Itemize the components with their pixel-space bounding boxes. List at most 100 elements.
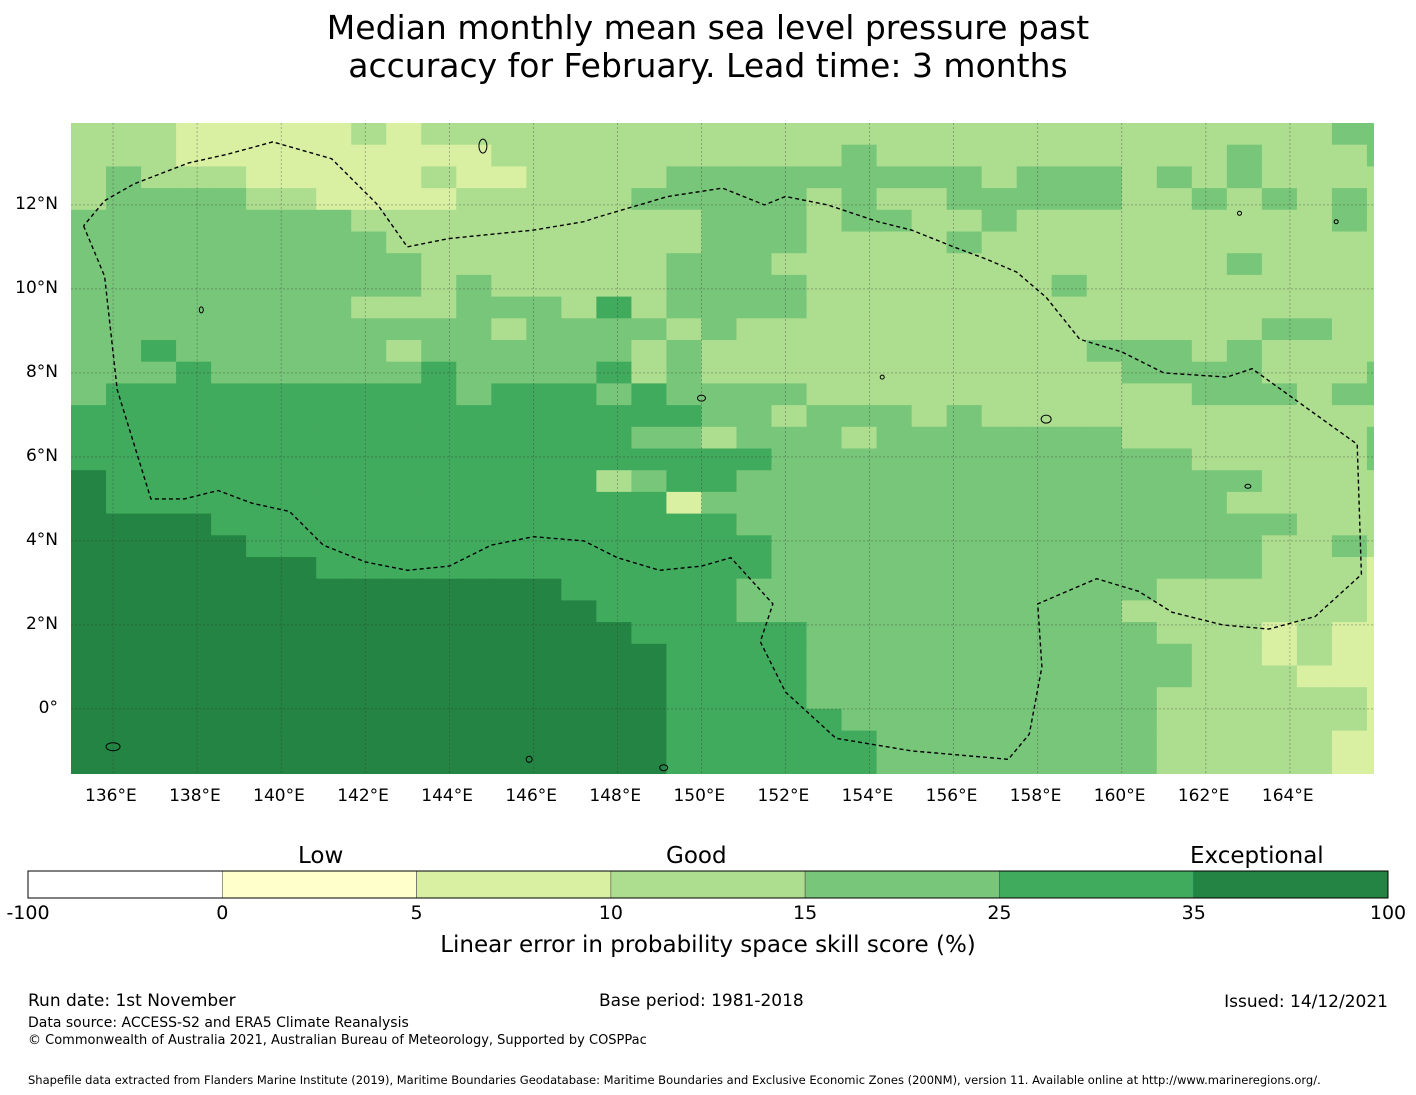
- skill-cell: [106, 752, 142, 774]
- skill-cell: [71, 340, 107, 363]
- skill-cell: [351, 231, 387, 254]
- skill-cell: [736, 318, 773, 341]
- latitude-tick-label: 6°N: [25, 445, 58, 466]
- skill-cell: [1086, 405, 1123, 428]
- skill-cell: [561, 448, 597, 471]
- skill-cell: [1296, 144, 1333, 167]
- skill-cell: [596, 687, 633, 710]
- skill-cell: [736, 188, 773, 211]
- skill-cell: [806, 643, 843, 667]
- skill-cell: [456, 557, 492, 580]
- skill-cell: [106, 231, 142, 254]
- skill-cell: [771, 730, 808, 753]
- skill-cell: [1156, 166, 1193, 189]
- colorbar-tick-label: 0: [216, 902, 229, 924]
- skill-cell: [666, 231, 703, 254]
- skill-cell: [1086, 340, 1123, 363]
- skill-cell: [771, 296, 808, 319]
- skill-cell: [561, 687, 597, 710]
- skill-cell: [1191, 144, 1228, 167]
- skill-cell: [1016, 491, 1053, 515]
- skill-cell: [421, 687, 457, 710]
- skill-cell: [1121, 123, 1158, 146]
- skill-cell: [1051, 600, 1088, 623]
- skill-cell: [491, 470, 527, 493]
- skill-cell: [246, 144, 282, 167]
- skill-cell: [421, 513, 457, 536]
- skill-cell: [351, 600, 387, 623]
- skill-cell: [141, 535, 177, 558]
- skill-cell: [1366, 622, 1374, 645]
- skill-cell: [946, 123, 983, 146]
- skill-cell: [1226, 188, 1263, 211]
- skill-cell: [771, 665, 808, 688]
- skill-cell: [71, 144, 107, 167]
- skill-cell: [246, 253, 282, 276]
- skill-cell: [631, 622, 668, 645]
- skill-cell: [71, 296, 107, 319]
- longitude-tick-label: 138°E: [169, 786, 221, 806]
- skill-cell: [1226, 123, 1263, 146]
- skill-cell: [1156, 665, 1193, 688]
- skill-cell: [1331, 166, 1368, 189]
- skill-cell: [246, 665, 282, 688]
- skill-cell: [1296, 188, 1333, 211]
- skill-cell: [631, 600, 668, 623]
- skill-cell: [491, 405, 527, 428]
- skill-cell: [561, 426, 597, 450]
- skill-cell: [911, 470, 948, 493]
- skill-cell: [701, 144, 738, 167]
- skill-cell: [946, 144, 983, 167]
- skill-cell: [596, 383, 633, 406]
- skill-cell: [701, 340, 738, 363]
- skill-cell: [736, 752, 773, 774]
- issued-date: Issued: 14/12/2021: [1224, 992, 1388, 1012]
- island-outline: [696, 394, 706, 402]
- skill-cell: [946, 622, 983, 645]
- skill-cell: [421, 296, 457, 319]
- skill-cell: [71, 188, 107, 211]
- skill-cell: [246, 188, 282, 211]
- skill-cell: [771, 426, 808, 450]
- skill-cell: [526, 383, 562, 406]
- skill-cell: [1226, 318, 1263, 341]
- skill-cell: [1366, 665, 1374, 688]
- skill-cell: [631, 470, 668, 493]
- skill-cell: [596, 209, 633, 233]
- skill-cell: [456, 383, 492, 406]
- skill-cell: [1296, 426, 1333, 450]
- skill-cell: [1121, 209, 1158, 233]
- skill-cell: [1261, 752, 1298, 774]
- skill-cell: [981, 231, 1018, 254]
- skill-cell: [946, 730, 983, 753]
- skill-cell: [1261, 513, 1298, 536]
- skill-cell: [71, 600, 107, 623]
- skill-cell: [561, 752, 597, 774]
- skill-cell: [1121, 730, 1158, 753]
- skill-cell: [1191, 253, 1228, 276]
- skill-cell: [736, 426, 773, 450]
- skill-cell: [1121, 231, 1158, 254]
- skill-cell: [281, 470, 317, 493]
- skill-cell: [876, 578, 913, 601]
- skill-cell: [946, 296, 983, 319]
- latitude-tick-label: 2°N: [25, 613, 58, 634]
- skill-cell: [211, 274, 247, 298]
- skill-cell: [946, 470, 983, 493]
- skill-cell: [526, 752, 562, 774]
- skill-cell: [106, 383, 142, 406]
- skill-cell: [106, 340, 142, 363]
- skill-cell: [1051, 470, 1088, 493]
- skill-cell: [876, 340, 913, 363]
- skill-cell: [1051, 687, 1088, 710]
- skill-cell: [561, 470, 597, 493]
- skill-cell: [841, 600, 878, 623]
- skill-cell: [1156, 340, 1193, 363]
- skill-cell: [876, 231, 913, 254]
- skill-cell: [1016, 665, 1053, 688]
- skill-cell: [701, 730, 738, 753]
- skill-cell: [281, 643, 317, 667]
- skill-cell: [526, 643, 562, 667]
- skill-cell: [1156, 361, 1193, 384]
- skill-cell: [1086, 708, 1123, 732]
